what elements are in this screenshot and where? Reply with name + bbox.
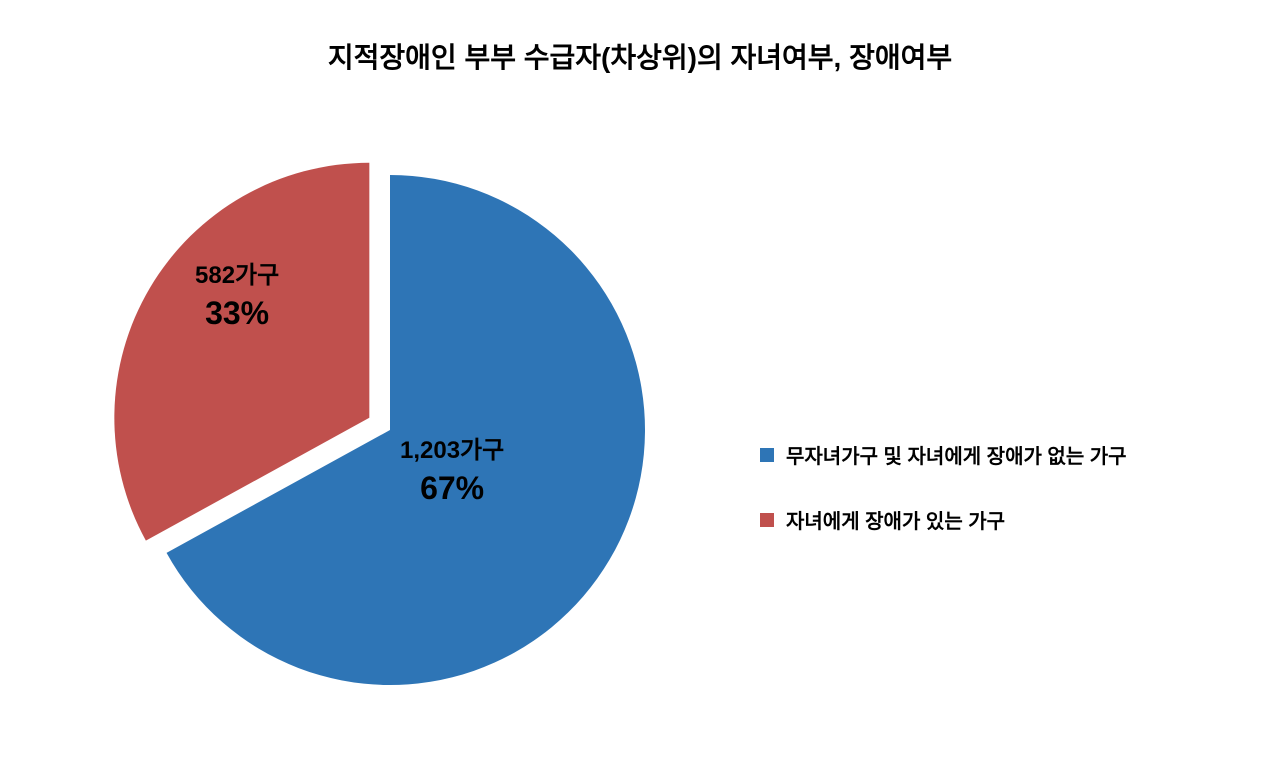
slice-0-count: 1,203가구 <box>400 435 504 467</box>
pie-chart: 1,203가구 67% 582가구 33% <box>90 130 690 730</box>
slice-label-1: 582가구 33% <box>195 260 279 336</box>
legend-label-1: 자녀에게 장애가 있는 가구 <box>786 505 1005 534</box>
chart-title: 지적장애인 부부 수급자(차상위)의 자녀여부, 장애여부 <box>0 36 1280 76</box>
legend-item-1: 자녀에게 장애가 있는 가구 <box>760 505 1127 534</box>
legend-item-0: 무자녀가구 및 자녀에게 장애가 없는 가구 <box>760 440 1127 469</box>
slice-0-percent: 67% <box>400 467 504 510</box>
legend-label-0: 무자녀가구 및 자녀에게 장애가 없는 가구 <box>786 440 1127 469</box>
slice-label-0: 1,203가구 67% <box>400 435 504 511</box>
legend-swatch-1 <box>760 513 774 527</box>
slice-1-percent: 33% <box>195 292 279 335</box>
pie-svg <box>90 130 690 730</box>
legend-swatch-0 <box>760 448 774 462</box>
slice-1-count: 582가구 <box>195 260 279 292</box>
legend: 무자녀가구 및 자녀에게 장애가 없는 가구 자녀에게 장애가 있는 가구 <box>760 440 1127 534</box>
